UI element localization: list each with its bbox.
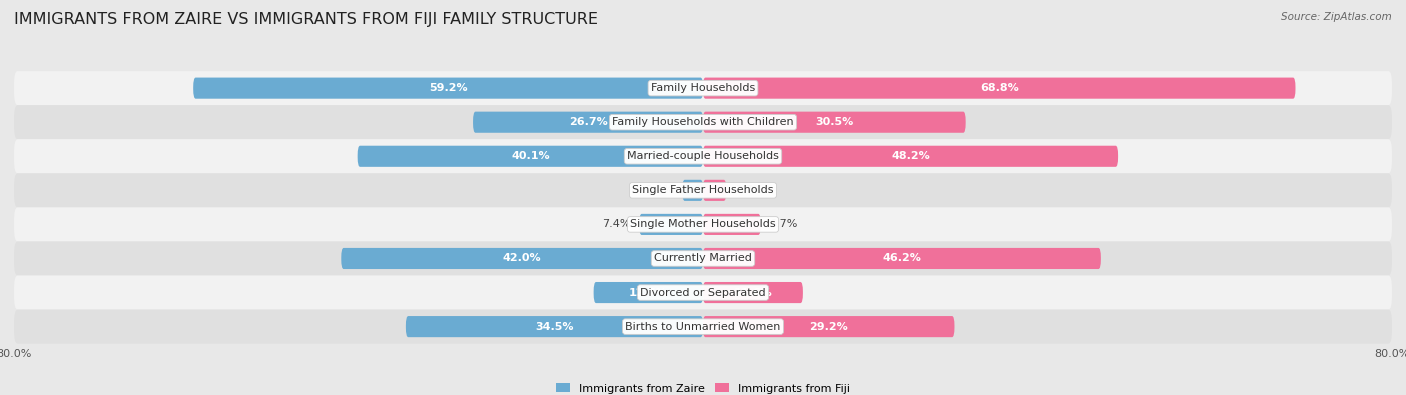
Text: Family Households: Family Households bbox=[651, 83, 755, 93]
Text: 34.5%: 34.5% bbox=[536, 322, 574, 332]
Text: 29.2%: 29.2% bbox=[810, 322, 848, 332]
Text: 12.7%: 12.7% bbox=[628, 288, 668, 297]
FancyBboxPatch shape bbox=[14, 139, 1392, 173]
FancyBboxPatch shape bbox=[703, 248, 1101, 269]
FancyBboxPatch shape bbox=[14, 105, 1392, 139]
FancyBboxPatch shape bbox=[703, 180, 727, 201]
FancyBboxPatch shape bbox=[14, 71, 1392, 105]
Text: 40.1%: 40.1% bbox=[510, 151, 550, 161]
FancyBboxPatch shape bbox=[703, 112, 966, 133]
Text: 26.7%: 26.7% bbox=[568, 117, 607, 127]
FancyBboxPatch shape bbox=[342, 248, 703, 269]
FancyBboxPatch shape bbox=[357, 146, 703, 167]
Text: 2.7%: 2.7% bbox=[735, 185, 763, 196]
Text: Currently Married: Currently Married bbox=[654, 254, 752, 263]
Text: 42.0%: 42.0% bbox=[503, 254, 541, 263]
Text: Married-couple Households: Married-couple Households bbox=[627, 151, 779, 161]
Text: 59.2%: 59.2% bbox=[429, 83, 467, 93]
Text: 2.4%: 2.4% bbox=[645, 185, 673, 196]
FancyBboxPatch shape bbox=[703, 214, 761, 235]
FancyBboxPatch shape bbox=[703, 316, 955, 337]
Text: 48.2%: 48.2% bbox=[891, 151, 929, 161]
Text: Single Father Households: Single Father Households bbox=[633, 185, 773, 196]
FancyBboxPatch shape bbox=[14, 276, 1392, 310]
FancyBboxPatch shape bbox=[14, 173, 1392, 207]
FancyBboxPatch shape bbox=[14, 310, 1392, 344]
FancyBboxPatch shape bbox=[703, 146, 1118, 167]
FancyBboxPatch shape bbox=[14, 241, 1392, 276]
Text: 11.6%: 11.6% bbox=[734, 288, 772, 297]
Text: IMMIGRANTS FROM ZAIRE VS IMMIGRANTS FROM FIJI FAMILY STRUCTURE: IMMIGRANTS FROM ZAIRE VS IMMIGRANTS FROM… bbox=[14, 12, 598, 27]
FancyBboxPatch shape bbox=[406, 316, 703, 337]
FancyBboxPatch shape bbox=[682, 180, 703, 201]
Text: 68.8%: 68.8% bbox=[980, 83, 1018, 93]
Text: 46.2%: 46.2% bbox=[883, 254, 921, 263]
Text: Births to Unmarried Women: Births to Unmarried Women bbox=[626, 322, 780, 332]
FancyBboxPatch shape bbox=[640, 214, 703, 235]
FancyBboxPatch shape bbox=[703, 282, 803, 303]
Text: Divorced or Separated: Divorced or Separated bbox=[640, 288, 766, 297]
Text: Family Households with Children: Family Households with Children bbox=[612, 117, 794, 127]
FancyBboxPatch shape bbox=[14, 207, 1392, 241]
Text: 6.7%: 6.7% bbox=[769, 219, 797, 229]
Text: 30.5%: 30.5% bbox=[815, 117, 853, 127]
Text: Source: ZipAtlas.com: Source: ZipAtlas.com bbox=[1281, 12, 1392, 22]
FancyBboxPatch shape bbox=[472, 112, 703, 133]
Legend: Immigrants from Zaire, Immigrants from Fiji: Immigrants from Zaire, Immigrants from F… bbox=[551, 379, 855, 395]
FancyBboxPatch shape bbox=[593, 282, 703, 303]
Text: Single Mother Households: Single Mother Households bbox=[630, 219, 776, 229]
FancyBboxPatch shape bbox=[703, 77, 1295, 99]
Text: 7.4%: 7.4% bbox=[602, 219, 631, 229]
FancyBboxPatch shape bbox=[193, 77, 703, 99]
